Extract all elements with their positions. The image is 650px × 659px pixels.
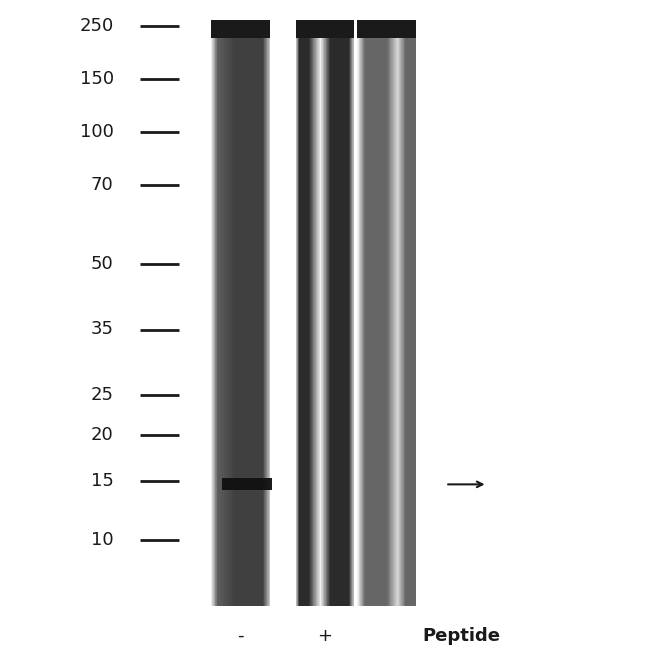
- Text: 10: 10: [91, 531, 114, 550]
- Text: -: -: [237, 627, 244, 645]
- Text: 20: 20: [91, 426, 114, 444]
- Text: 50: 50: [91, 254, 114, 273]
- Text: 25: 25: [91, 386, 114, 405]
- Text: 15: 15: [91, 472, 114, 490]
- Bar: [296, 20, 354, 38]
- Text: 150: 150: [79, 70, 114, 88]
- Text: 35: 35: [91, 320, 114, 339]
- Text: 100: 100: [80, 123, 114, 141]
- Text: 250: 250: [79, 17, 114, 36]
- Bar: [358, 20, 416, 38]
- Text: 70: 70: [91, 175, 114, 194]
- Bar: [222, 478, 272, 490]
- Text: +: +: [317, 627, 333, 645]
- Text: Peptide: Peptide: [422, 627, 500, 645]
- Bar: [211, 20, 270, 38]
